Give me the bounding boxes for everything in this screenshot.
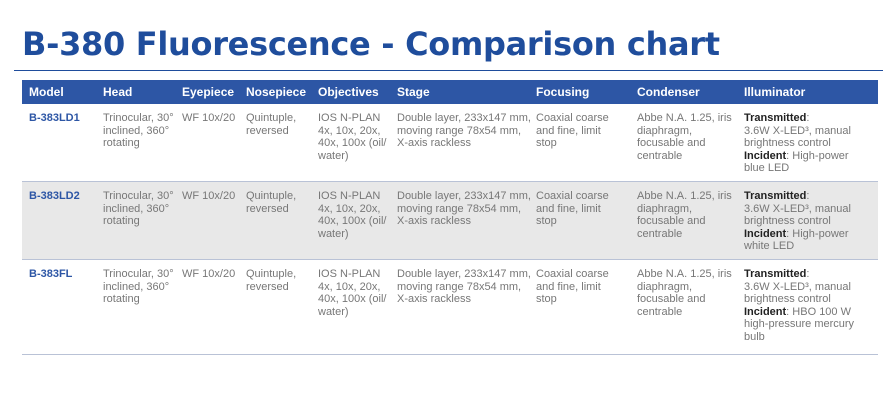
- head-cell: Trinocular, 30° inclined, 360° rotating: [103, 112, 174, 149]
- objectives-cell: IOS N-PLAN 4x, 10x, 20x, 40x, 100x (oil/…: [318, 268, 387, 318]
- header-model: Model: [29, 85, 64, 99]
- row-background: [22, 104, 878, 182]
- table-header: Model Head Eyepiece Nosepiece Objectives…: [22, 80, 878, 104]
- transmitted-colon: :: [806, 190, 810, 202]
- header-eyepiece: Eyepiece: [182, 85, 235, 99]
- incident-colon: :: [786, 227, 790, 240]
- incident-text: HBO 100 W high-pressure mercury bulb: [744, 305, 855, 343]
- condenser-cell: Abbe N.A. 1.25, iris diaphragm, focusabl…: [637, 268, 732, 318]
- row-divider: [22, 181, 878, 182]
- model-cell: B-383FL: [29, 268, 73, 280]
- header-head: Head: [103, 85, 133, 99]
- table-row: B-383LD2 Trinocular, 30° inclined, 360° …: [22, 182, 878, 260]
- nosepiece-cell: Quintuple, reversed: [246, 268, 297, 293]
- header-nosepiece: Nosepiece: [246, 85, 307, 99]
- objectives-cell: IOS N-PLAN 4x, 10x, 20x, 40x, 100x (oil/…: [318, 112, 387, 162]
- nosepiece-cell: Quintuple, reversed: [246, 190, 297, 215]
- incident-colon: :: [786, 149, 790, 162]
- transmitted-text: 3.6W X-LED³, manual brightness control: [744, 280, 851, 306]
- head-cell: Trinocular, 30° inclined, 360° rotating: [103, 268, 174, 305]
- stage-cell: Double layer, 233x147 mm, moving range 7…: [397, 268, 531, 305]
- model-cell: B-383LD1: [29, 112, 80, 124]
- illuminator-cell: Transmitted: 3.6W X-LED³, manual brightn…: [744, 268, 864, 343]
- header-stage: Stage: [397, 85, 430, 99]
- model-cell: B-383LD2: [29, 190, 80, 202]
- transmitted-label: Transmitted: [744, 268, 807, 280]
- row-divider: [22, 259, 878, 260]
- incident-label: Incident: [744, 149, 787, 162]
- title-underline: [14, 70, 883, 71]
- row-background: [22, 182, 878, 260]
- incident-colon: :: [786, 305, 790, 318]
- incident-text: High-power blue LED: [744, 149, 849, 175]
- eyepiece-cell: WF 10x/20: [182, 112, 236, 124]
- transmitted-label: Transmitted: [744, 112, 807, 124]
- stage-cell: Double layer, 233x147 mm, moving range 7…: [397, 190, 531, 227]
- focusing-cell: Coaxial coarse and fine, limit stop: [536, 190, 609, 227]
- head-cell: Trinocular, 30° inclined, 360° rotating: [103, 190, 174, 227]
- nosepiece-cell: Quintuple, reversed: [246, 112, 297, 137]
- condenser-cell: Abbe N.A. 1.25, iris diaphragm, focusabl…: [637, 112, 732, 162]
- incident-label: Incident: [744, 227, 787, 240]
- page-title: B-380 Fluorescence - Comparison chart: [22, 25, 720, 63]
- transmitted-label: Transmitted: [744, 190, 807, 202]
- illuminator-cell: Transmitted: 3.6W X-LED³, manual brightn…: [744, 112, 864, 175]
- eyepiece-cell: WF 10x/20: [182, 190, 236, 202]
- incident-label: Incident: [744, 305, 787, 318]
- stage-cell: Double layer, 233x147 mm, moving range 7…: [397, 112, 531, 149]
- incident-text: High-power white LED: [744, 227, 849, 253]
- header-condenser: Condenser: [637, 85, 700, 99]
- table-row: B-383FL Trinocular, 30° inclined, 360° r…: [22, 260, 878, 355]
- transmitted-colon: :: [806, 112, 810, 124]
- condenser-cell: Abbe N.A. 1.25, iris diaphragm, focusabl…: [637, 190, 732, 240]
- header-focusing: Focusing: [536, 85, 590, 99]
- transmitted-text: 3.6W X-LED³, manual brightness control: [744, 202, 851, 228]
- transmitted-text: 3.6W X-LED³, manual brightness control: [744, 124, 851, 150]
- row-divider: [22, 354, 878, 355]
- table-row: B-383LD1 Trinocular, 30° inclined, 360° …: [22, 104, 878, 182]
- header-objectives: Objectives: [318, 85, 379, 99]
- focusing-cell: Coaxial coarse and fine, limit stop: [536, 112, 609, 149]
- eyepiece-cell: WF 10x/20: [182, 268, 236, 280]
- illuminator-cell: Transmitted: 3.6W X-LED³, manual brightn…: [744, 190, 864, 253]
- objectives-cell: IOS N-PLAN 4x, 10x, 20x, 40x, 100x (oil/…: [318, 190, 387, 240]
- header-illuminator: Illuminator: [744, 85, 806, 99]
- focusing-cell: Coaxial coarse and fine, limit stop: [536, 268, 609, 305]
- transmitted-colon: :: [806, 268, 810, 280]
- row-background: [22, 260, 878, 355]
